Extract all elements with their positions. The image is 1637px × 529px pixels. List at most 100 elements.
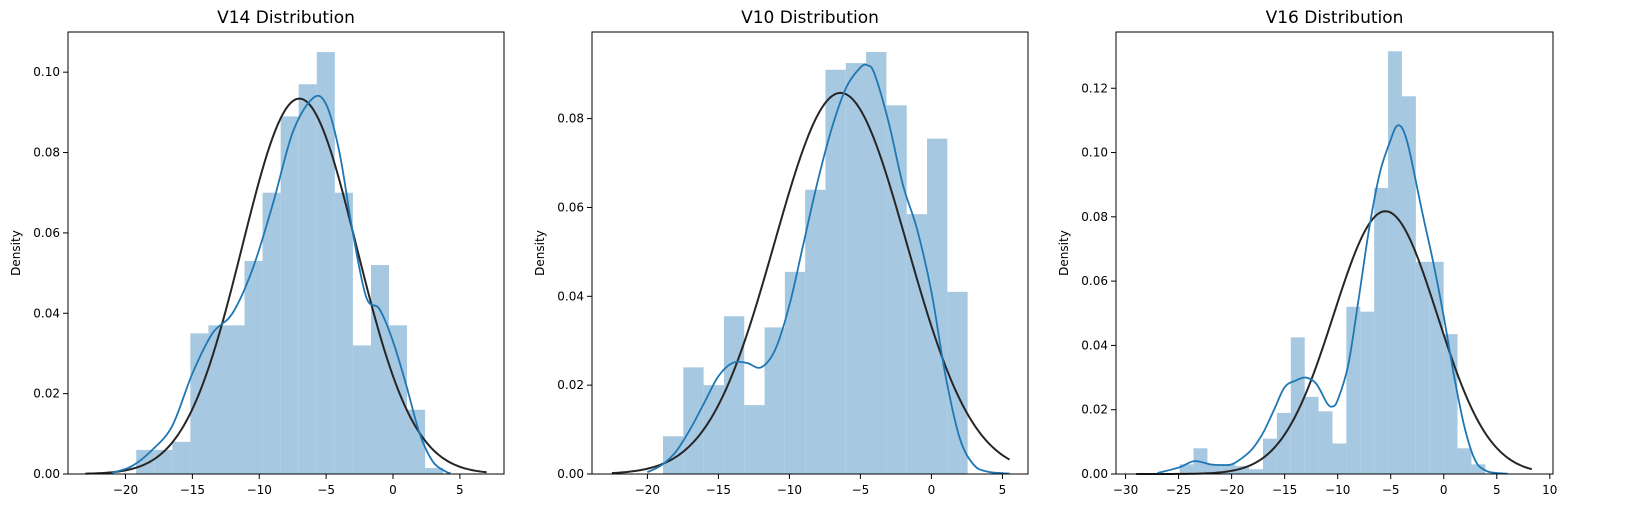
y-axis-label: Density xyxy=(9,230,23,276)
histogram-bar xyxy=(1221,464,1236,474)
y-tick-label: 0.10 xyxy=(33,65,60,79)
x-tick-label: −15 xyxy=(706,483,731,497)
histogram-bar xyxy=(1179,464,1194,474)
histogram-bar xyxy=(190,333,209,474)
histogram-bar xyxy=(723,316,745,474)
histogram-bar xyxy=(262,192,281,474)
histogram-bar xyxy=(425,467,444,474)
histogram-bar xyxy=(1207,464,1222,474)
histogram-bar xyxy=(1415,261,1430,474)
histogram-bar xyxy=(1318,411,1333,474)
histogram-bar xyxy=(280,116,299,474)
histogram-bar xyxy=(352,345,371,474)
histogram-bar xyxy=(1235,465,1250,474)
y-tick-label: 0.02 xyxy=(1081,403,1108,417)
subplot-v10: −20 −15 −10 −5 0 5 0.00 0.02 0.04 0.06 0.08 Density… xyxy=(533,8,1029,497)
x-tick-label: 0 xyxy=(928,483,936,497)
histogram-bar xyxy=(1443,334,1458,474)
y-tick-label: 0.00 xyxy=(557,467,584,481)
histogram-bar xyxy=(316,52,335,474)
histogram-bar xyxy=(1374,187,1389,474)
y-tick-label: 0.06 xyxy=(33,226,60,240)
histogram-bar xyxy=(154,449,173,474)
kde-line xyxy=(1157,124,1508,475)
histogram-bar xyxy=(1346,306,1361,474)
y-tick-label: 0.06 xyxy=(557,200,584,214)
chart-title: V10 Distribution xyxy=(741,8,879,28)
histogram-bar xyxy=(784,271,806,474)
x-tick-label: 0 xyxy=(389,483,397,497)
kde-line xyxy=(111,94,451,474)
histogram-bar xyxy=(1290,337,1305,474)
histogram-bar xyxy=(208,325,227,474)
histogram-bar xyxy=(825,69,846,475)
x-tick-label: −10 xyxy=(247,483,272,497)
kde-line xyxy=(646,63,1010,475)
axes-frame xyxy=(67,31,505,475)
histogram-bar xyxy=(136,449,155,474)
x-tick-label: −30 xyxy=(1113,483,1138,497)
histogram-bar xyxy=(244,261,263,474)
histogram-bar xyxy=(1304,396,1319,474)
x-tick-label: −20 xyxy=(635,483,660,497)
histogram-bar xyxy=(906,214,928,474)
y-tick-label: 0.04 xyxy=(557,289,584,303)
histogram-bar xyxy=(947,291,968,474)
chart-title: V16 Distribution xyxy=(1266,8,1404,28)
y-tick-label: 0.00 xyxy=(1081,467,1108,481)
histogram-bar xyxy=(805,189,826,474)
x-tick-label: 5 xyxy=(456,483,464,497)
histogram-bar xyxy=(1457,448,1472,474)
y-tick-label: 0.04 xyxy=(1081,338,1108,352)
x-tick-label: −15 xyxy=(1272,483,1297,497)
y-tick-label: 0.12 xyxy=(1081,81,1108,95)
x-tick-label: −25 xyxy=(1166,483,1191,497)
y-axis-label: Density xyxy=(533,230,547,276)
axes-frame xyxy=(591,31,1029,475)
histogram-bar xyxy=(764,327,785,474)
histogram-bar xyxy=(1249,469,1264,474)
x-tick-label: −5 xyxy=(317,483,335,497)
x-tick-label: −10 xyxy=(777,483,802,497)
x-tick-label: −5 xyxy=(1382,483,1400,497)
x-tick-label: −20 xyxy=(113,483,138,497)
histogram-bar xyxy=(226,325,245,474)
histogram-bar xyxy=(886,105,907,475)
histogram-bar xyxy=(388,325,408,474)
histogram-bar xyxy=(1332,443,1347,474)
histogram-bar xyxy=(1360,311,1375,474)
histogram-bar xyxy=(1388,51,1402,475)
x-tick-label: −15 xyxy=(180,483,205,497)
y-tick-label: 0.10 xyxy=(1081,146,1108,160)
histogram-bar xyxy=(703,385,724,474)
subplot-v14: −20 −15 −10 −5 0 5 0.00 0.02 0.04 0.06 0.08 0.10 Den… xyxy=(9,8,505,497)
histogram-bar xyxy=(744,405,765,474)
histogram-bar xyxy=(172,441,191,474)
x-tick-label: 0 xyxy=(1440,483,1448,497)
histogram-bar xyxy=(866,51,887,474)
x-tick-label: 5 xyxy=(999,483,1007,497)
chart-title: V14 Distribution xyxy=(217,8,355,28)
x-tick-label: 10 xyxy=(1542,483,1557,497)
x-tick-label: −20 xyxy=(1219,483,1244,497)
histogram-bar xyxy=(1276,412,1291,474)
y-axis-label: Density xyxy=(1057,230,1071,276)
histogram-bar xyxy=(1429,261,1444,474)
histogram-bar xyxy=(370,265,389,474)
y-tick-label: 0.02 xyxy=(33,387,60,401)
y-tick-label: 0.00 xyxy=(33,467,60,481)
histogram-bar xyxy=(407,409,426,474)
histogram-bar xyxy=(683,367,704,474)
x-tick-label: −10 xyxy=(1325,483,1350,497)
histogram-bar xyxy=(1471,464,1486,474)
y-tick-label: 0.06 xyxy=(1081,274,1108,288)
x-tick-label: −5 xyxy=(852,483,870,497)
histogram-bar xyxy=(845,63,867,474)
axes-frame xyxy=(1115,31,1554,475)
histogram-bar xyxy=(927,138,948,474)
subplot-v16: −30 −25 −20 −15 −10 −5 0 5 10 0.00 0.02 0.04 0.06 0.0… xyxy=(1057,8,1557,497)
y-tick-label: 0.04 xyxy=(33,306,60,320)
histogram-bar xyxy=(298,84,317,475)
y-tick-label: 0.08 xyxy=(557,112,584,126)
